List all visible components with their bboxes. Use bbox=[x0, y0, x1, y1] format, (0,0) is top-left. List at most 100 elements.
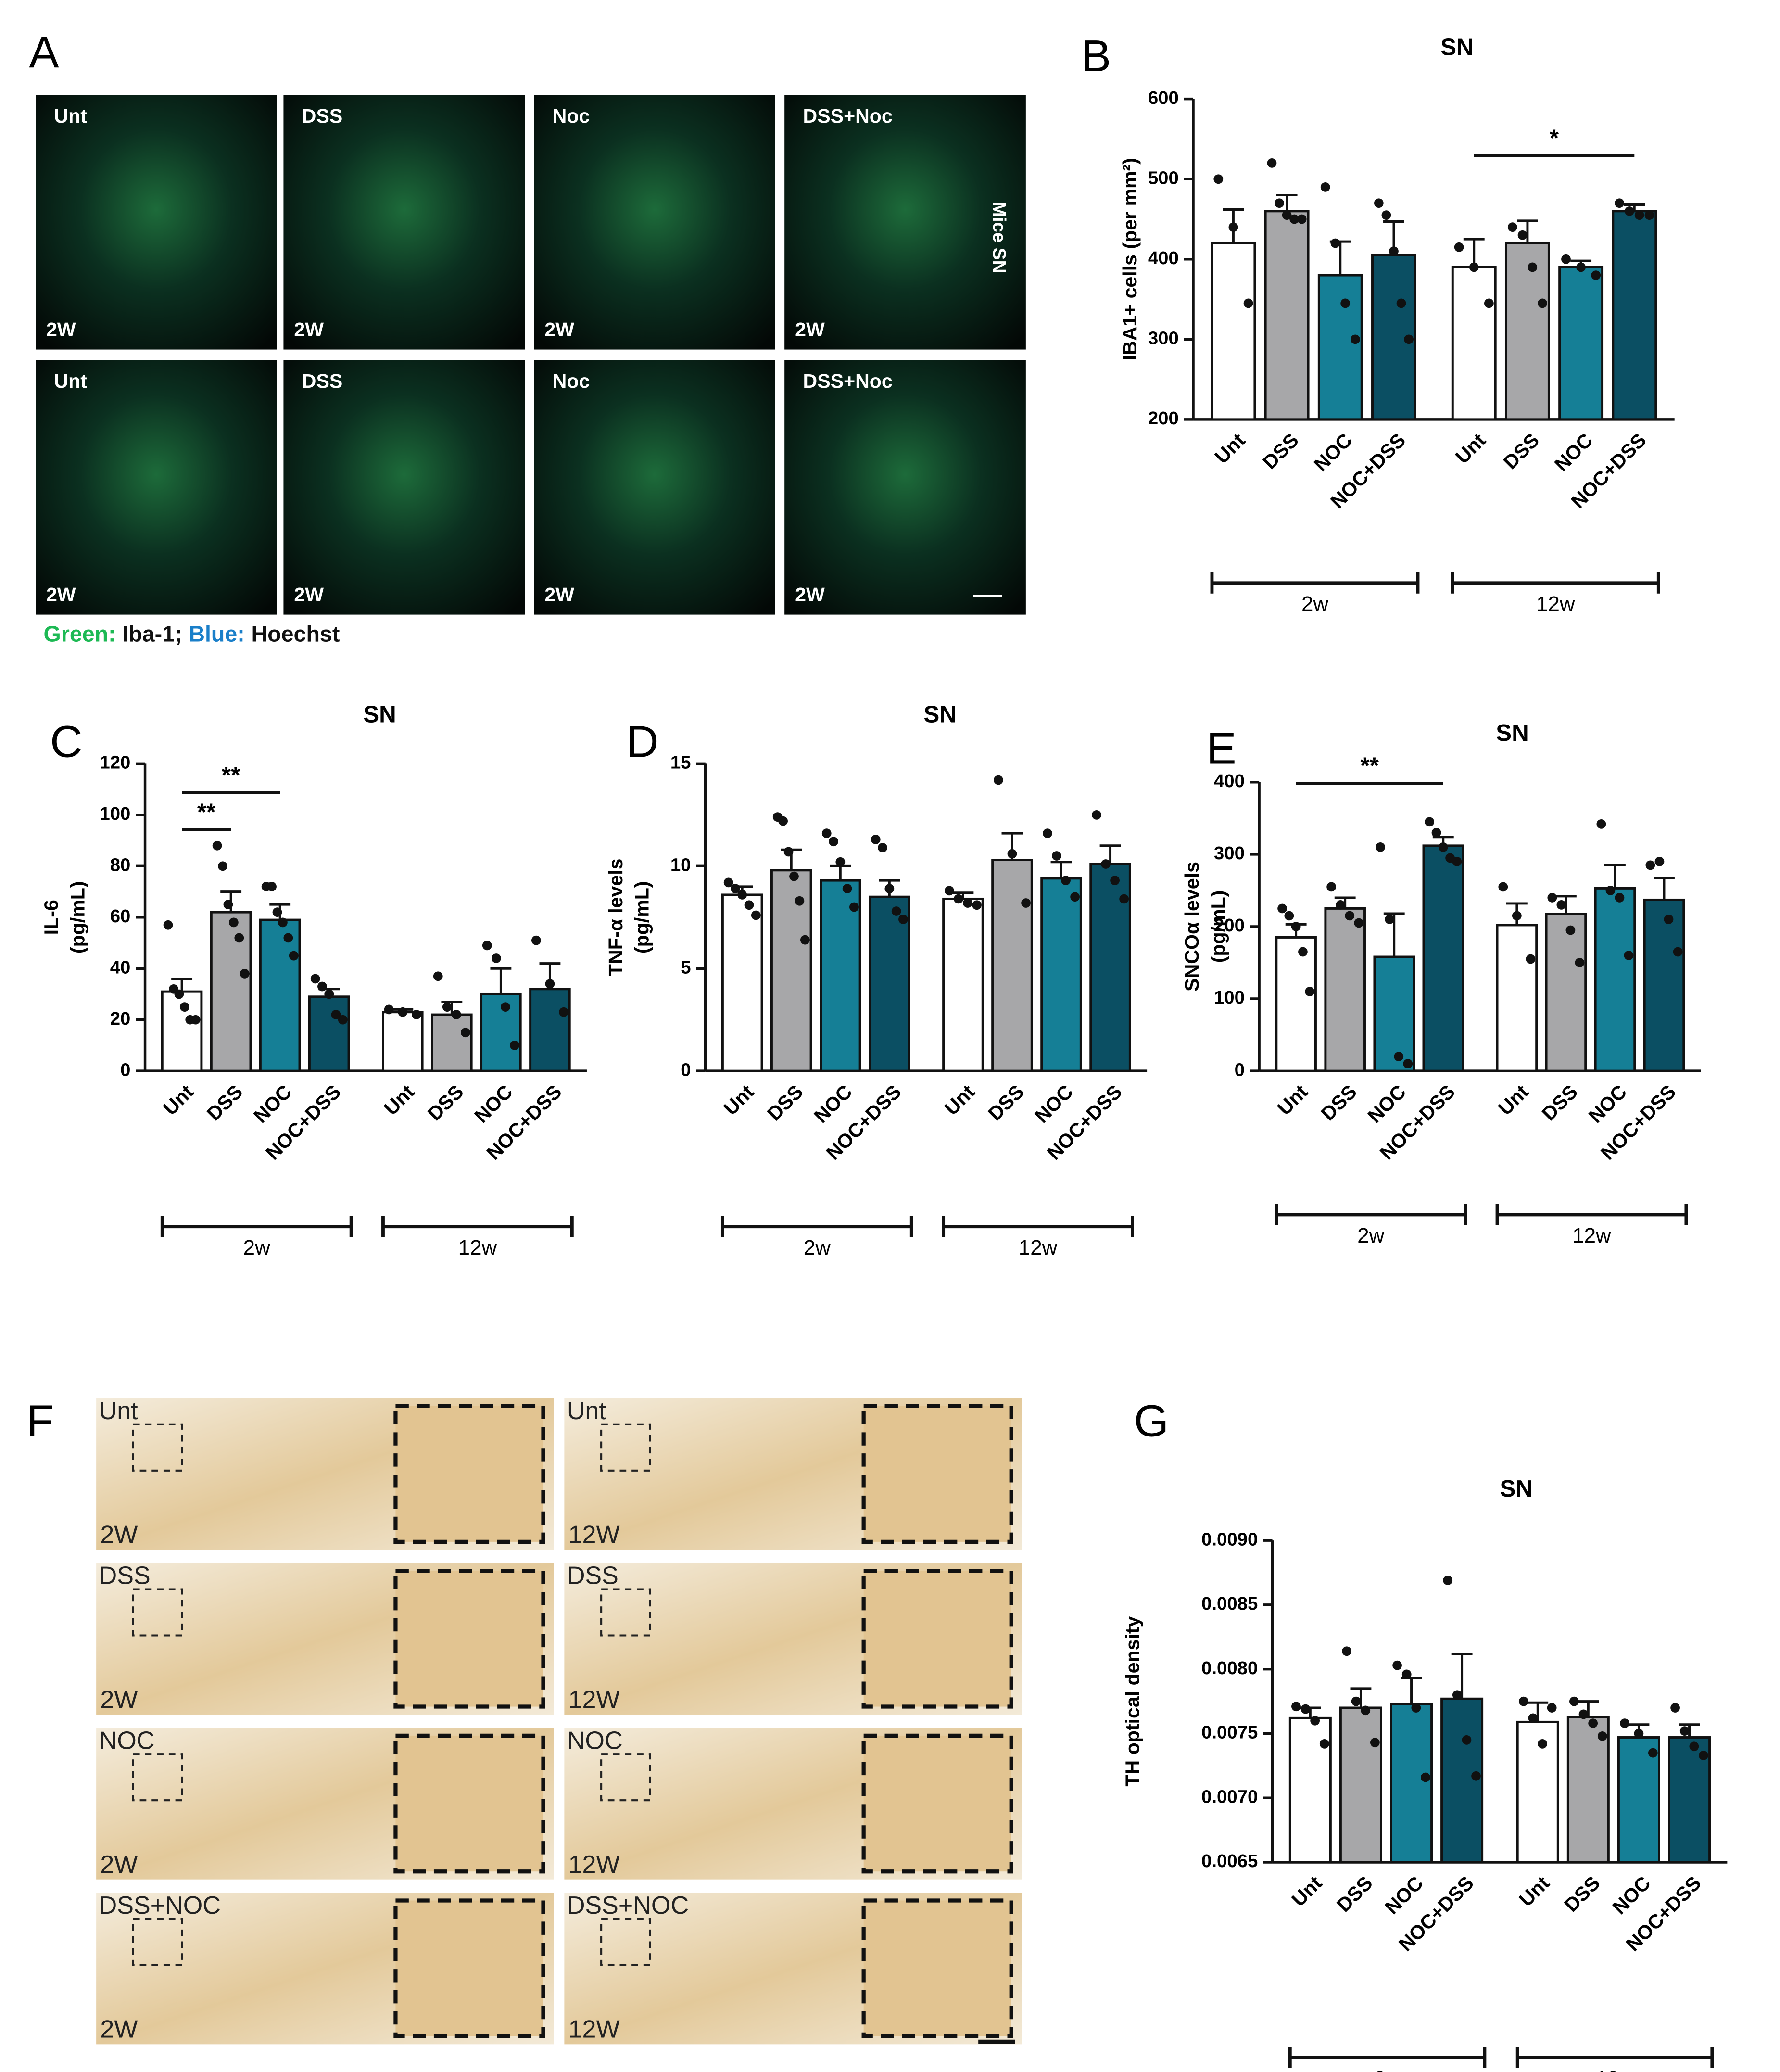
image-time: 2W bbox=[294, 584, 324, 606]
data-point bbox=[795, 896, 805, 906]
data-point bbox=[744, 900, 754, 910]
data-point bbox=[338, 1015, 348, 1025]
image-time: 2W bbox=[544, 584, 574, 606]
group-bracket bbox=[1288, 2047, 1487, 2068]
data-point bbox=[1518, 1696, 1528, 1706]
group-bracket bbox=[160, 1216, 353, 1237]
image-label: DSS bbox=[99, 1562, 151, 1590]
data-point bbox=[1679, 1726, 1690, 1736]
data-point bbox=[1443, 1576, 1453, 1585]
inset bbox=[861, 1404, 1013, 1544]
y-tick-label: 300 bbox=[1214, 843, 1245, 864]
x-tick-label: DSS bbox=[1499, 429, 1543, 473]
group-bracket bbox=[1275, 1204, 1467, 1225]
significance-label: ** bbox=[222, 762, 240, 788]
error-bar bbox=[1624, 203, 1645, 211]
data-point bbox=[482, 941, 492, 951]
data-point bbox=[1471, 1771, 1481, 1781]
zoom-box bbox=[600, 1423, 651, 1472]
y-axis-label: (pg/mL) bbox=[1207, 890, 1229, 963]
bar bbox=[1612, 210, 1657, 421]
y-axis-label: SNCOα levels bbox=[1181, 862, 1203, 992]
data-point bbox=[954, 894, 963, 904]
data-point bbox=[1354, 918, 1364, 928]
data-point bbox=[1275, 198, 1284, 208]
x-tick-label: Unt bbox=[1211, 429, 1250, 468]
image-time: 2W bbox=[544, 318, 574, 341]
error-bar bbox=[1099, 844, 1121, 864]
micrograph bbox=[283, 360, 525, 615]
error-bar bbox=[1383, 912, 1405, 957]
data-point bbox=[283, 933, 293, 943]
error-bar bbox=[1451, 1653, 1473, 1699]
data-point bbox=[1374, 198, 1384, 208]
data-point bbox=[1092, 810, 1101, 820]
data-point bbox=[1297, 214, 1307, 224]
data-point bbox=[898, 915, 908, 924]
data-point bbox=[1664, 915, 1674, 924]
data-point bbox=[1385, 915, 1395, 924]
data-point bbox=[1291, 1702, 1301, 1712]
data-point bbox=[1578, 1709, 1589, 1719]
zoom-box bbox=[132, 1423, 183, 1472]
micrograph bbox=[36, 360, 277, 615]
y-tick-label: 10 bbox=[670, 854, 691, 875]
side-label: Mice SN bbox=[989, 202, 1010, 273]
data-point bbox=[272, 907, 282, 917]
bar bbox=[1264, 210, 1310, 421]
y-tick-label: 0 bbox=[1235, 1059, 1245, 1080]
image-time: 2W bbox=[294, 318, 324, 341]
data-point bbox=[223, 900, 233, 910]
data-point bbox=[963, 898, 972, 908]
data-point bbox=[501, 1002, 510, 1012]
data-point bbox=[1284, 911, 1294, 921]
data-point bbox=[783, 847, 794, 857]
bar bbox=[259, 918, 301, 1072]
y-tick-label: 20 bbox=[110, 1008, 131, 1029]
data-point bbox=[1547, 1703, 1557, 1713]
inset bbox=[393, 1898, 545, 2039]
bar bbox=[1089, 863, 1131, 1072]
data-point bbox=[1597, 1731, 1607, 1741]
y-axis-label: (pg/mL) bbox=[631, 881, 653, 953]
error-bar bbox=[1350, 1687, 1372, 1708]
error-bar bbox=[830, 864, 851, 881]
group-label: 2w bbox=[243, 1236, 270, 1259]
group-bracket bbox=[1515, 2047, 1714, 2068]
data-point bbox=[289, 951, 299, 961]
stain-legend: Green: Iba-1; Blue: Hoechst bbox=[43, 622, 340, 647]
data-point bbox=[531, 935, 541, 945]
data-point bbox=[1454, 242, 1464, 252]
error-bar bbox=[1527, 1701, 1549, 1722]
image-label: Noc bbox=[553, 370, 590, 392]
data-point bbox=[1291, 922, 1301, 931]
group-label: 12w bbox=[1536, 592, 1575, 616]
data-point bbox=[884, 884, 895, 894]
image-label: DSS bbox=[302, 370, 343, 392]
bar bbox=[1324, 907, 1366, 1072]
chart-title: SN bbox=[1440, 34, 1474, 61]
panel-letter: C bbox=[50, 717, 82, 767]
data-point bbox=[1403, 1059, 1413, 1069]
chart-title: SN bbox=[363, 701, 396, 728]
data-point bbox=[491, 953, 501, 963]
data-point bbox=[1507, 222, 1517, 232]
data-point bbox=[1330, 238, 1340, 248]
zoom-box bbox=[132, 1753, 183, 1802]
bar bbox=[1668, 1736, 1711, 1864]
error-bar bbox=[1401, 1677, 1422, 1704]
data-point bbox=[1376, 842, 1386, 852]
y-tick-label: 200 bbox=[1148, 408, 1179, 429]
data-point bbox=[1565, 925, 1576, 935]
data-point bbox=[1452, 1690, 1462, 1700]
y-axis-label: TNF-α levels bbox=[605, 858, 627, 976]
data-point bbox=[179, 1002, 189, 1012]
x-tick-label: DSS bbox=[423, 1080, 467, 1125]
y-axis-label: IBA1+ cells (per mm²) bbox=[1119, 158, 1141, 361]
y-tick-label: 500 bbox=[1148, 167, 1179, 188]
data-point bbox=[1615, 893, 1625, 903]
bar bbox=[1339, 1706, 1382, 1864]
micrograph bbox=[784, 360, 1026, 615]
panel-letter: B bbox=[1081, 31, 1111, 81]
data-point bbox=[1101, 859, 1111, 869]
